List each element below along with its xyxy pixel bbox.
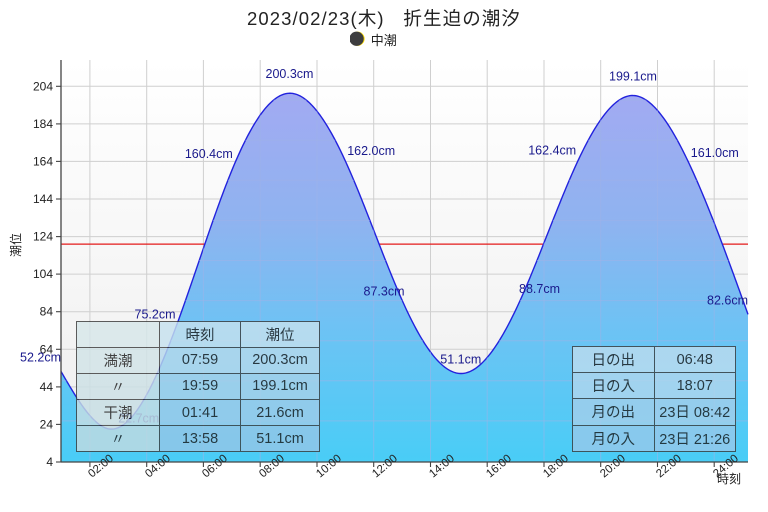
svg-text:4: 4 [46, 455, 53, 469]
svg-text:161.0cm: 161.0cm [691, 146, 739, 160]
svg-text:144: 144 [33, 192, 53, 206]
svg-text:184: 184 [33, 117, 53, 131]
svg-text:160.4cm: 160.4cm [185, 147, 233, 161]
svg-text:162.4cm: 162.4cm [528, 143, 576, 157]
svg-text:88.7cm: 88.7cm [519, 282, 560, 296]
svg-text:87.3cm: 87.3cm [364, 285, 405, 299]
svg-text:44: 44 [40, 380, 54, 394]
svg-text:82.6cm: 82.6cm [707, 293, 748, 307]
svg-text:124: 124 [33, 230, 53, 244]
svg-text:104: 104 [33, 267, 53, 281]
svg-text:75.2cm: 75.2cm [135, 307, 176, 321]
svg-text:84: 84 [40, 305, 54, 319]
svg-text:時刻: 時刻 [717, 472, 741, 486]
svg-text:199.1cm: 199.1cm [609, 70, 657, 84]
svg-text:164: 164 [33, 154, 53, 168]
svg-text:51.1cm: 51.1cm [440, 353, 481, 367]
svg-text:162.0cm: 162.0cm [347, 144, 395, 158]
svg-text:204: 204 [33, 79, 53, 93]
svg-text:24: 24 [40, 417, 54, 431]
svg-text:52.2cm: 52.2cm [20, 351, 61, 365]
svg-text:200.3cm: 200.3cm [266, 67, 314, 81]
svg-text:潮位: 潮位 [8, 233, 23, 257]
